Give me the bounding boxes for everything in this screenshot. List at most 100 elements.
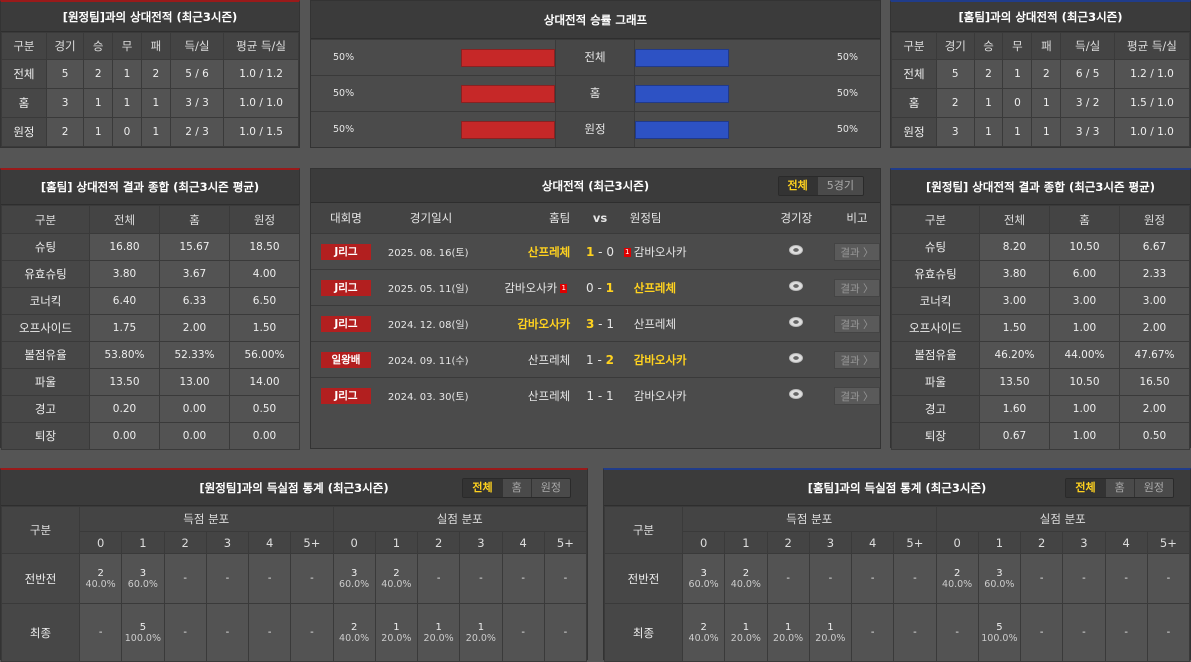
count: - [225, 627, 230, 638]
record-table: 구분 경기 승 무 패 득/실 평균 득/실 전체 5 2 1 2 5 / 6 1.0 / 1.2 홈 3 1 1… [1, 32, 299, 147]
result-button[interactable]: 결과 〉 [833, 314, 881, 333]
table-row: 퇴장 0.67 1.00 0.50 [891, 422, 1190, 450]
cell: 1.0 / 1.0 [223, 88, 299, 118]
home-team: 산프레체 [474, 388, 570, 404]
row-label: 코너킥 [1, 287, 90, 315]
row-label: 전체 [1, 59, 47, 89]
row-label: 볼점유율 [891, 341, 980, 369]
away-rate: 50% [836, 124, 858, 135]
count: 2 [393, 567, 400, 579]
cell: - [808, 553, 853, 604]
tab-all[interactable]: 전체 [1066, 479, 1105, 497]
percent: 60.0% [984, 578, 1015, 590]
away-team-name[interactable]: 감바오사카 [633, 352, 687, 367]
column-header: 홈 [159, 205, 230, 234]
cell: - [1062, 603, 1106, 662]
tab-all[interactable]: 전체 [778, 177, 817, 195]
goal-count-header: 1 [121, 531, 165, 554]
row-label: 퇴장 [1, 422, 90, 450]
column-header: 무 [112, 32, 142, 60]
cell: 1 [83, 117, 114, 147]
away-rate-bar [635, 121, 729, 139]
home-score: 1 [586, 352, 594, 367]
cell: 1.0 / 1.0 [1113, 117, 1191, 147]
cell: 3.00 [1119, 287, 1190, 315]
away-score: 1 [605, 388, 614, 403]
result-button[interactable]: 결과 〉 [833, 242, 881, 261]
count: 3 [996, 567, 1003, 579]
result-button[interactable]: 결과 〉 [833, 278, 881, 297]
tab-all[interactable]: 전체 [463, 479, 502, 497]
home-team-name[interactable]: 산프레체 [527, 388, 571, 403]
goal-count-header: 3 [1062, 531, 1106, 554]
red-card-icon: 1 [560, 283, 568, 293]
tab-last-5[interactable]: 5경기 [816, 177, 863, 195]
col-date: 경기일시 [409, 211, 453, 225]
percent: 100.0% [981, 632, 1018, 644]
stadium-icon[interactable] [789, 281, 804, 291]
column-header: 승 [973, 32, 1004, 60]
tab-home[interactable]: 홈 [1104, 479, 1134, 497]
count: - [913, 627, 917, 638]
cell: - [163, 603, 207, 662]
cell: 15.67 [159, 233, 230, 261]
table-row: 파울 13.50 13.00 14.00 [1, 368, 300, 396]
table-row: 볼점유율 53.80% 52.33% 56.00% [1, 341, 300, 369]
cell: - [543, 603, 588, 662]
away-team-name[interactable]: 산프레체 [633, 316, 677, 331]
home-team-name[interactable]: 산프레체 [527, 244, 571, 259]
tab-home[interactable]: 홈 [501, 479, 531, 497]
table-row: 전반전 2 40.0% 3 60.0% - - - -3 60.0% 2 40.0% - - - - [1, 553, 588, 604]
result-button[interactable]: 결과 〉 [833, 350, 881, 369]
cell: 1 [112, 88, 142, 118]
cell: - [543, 553, 588, 604]
table-row: 오프사이드 1.50 1.00 2.00 [891, 314, 1190, 342]
competition-badge: 일왕배 [321, 351, 371, 368]
count: 3 [350, 567, 358, 579]
percent: 20.0% [465, 632, 496, 644]
cell: 3 / 2 [1060, 88, 1115, 118]
result-button[interactable]: 결과 〉 [833, 386, 881, 405]
row-label: 홈 [1, 88, 47, 118]
cell: 1.75 [89, 314, 160, 342]
home-team: 감바오사카 1 [474, 280, 570, 296]
cell: - [416, 553, 461, 604]
column-header: 패 [1031, 32, 1062, 60]
column-header: 구분 [891, 205, 980, 234]
cell: 0 [112, 117, 142, 147]
cell: 3.00 [979, 287, 1050, 315]
away-team-name[interactable]: 감바오사카 [633, 388, 687, 403]
stadium-icon[interactable] [789, 317, 804, 327]
away-team-name[interactable]: 산프레체 [633, 280, 677, 295]
panel-title: [홈팀]과의 득실점 통계 (최근3시즌) 전체 홈 원정 [604, 470, 1190, 506]
cell: - [501, 603, 545, 662]
home-team-name[interactable]: 감바오사카 [517, 316, 571, 331]
red-card-icon: 1 [623, 247, 631, 257]
home-team-name[interactable]: 산프레체 [527, 352, 571, 367]
away-team-name[interactable]: 감바오사카 [633, 244, 687, 259]
cell: 16.80 [89, 233, 160, 261]
cell: - [1104, 553, 1148, 604]
score: 3 - 1 [570, 317, 630, 331]
row-label: 원정 [1, 117, 47, 147]
stadium-icon[interactable] [789, 353, 804, 363]
home-team-name[interactable]: 감바오사카 [504, 280, 558, 295]
tab-away[interactable]: 원정 [530, 479, 570, 497]
record-table: 구분 경기 승 무 패 득/실 평균 득/실 전체 5 2 1 2 6 / 5 1.2 / 1.0 홈 2 1 0… [890, 32, 1191, 147]
cell: 2 40.0% [374, 553, 419, 604]
header-row: 0 1 2 3 4 5+ 0 1 2 3 4 5+ [2, 531, 588, 554]
count: 2 [700, 621, 707, 633]
cell: 13.50 [979, 368, 1050, 396]
column-header: 구분 [604, 506, 683, 554]
home-record-panel: [홈팀]과의 상대전적 (최근3시즌) 구분 경기 승 무 패 득/실 평균 득/실 전체 5 2… [890, 0, 1191, 148]
cell: 5 [45, 59, 85, 89]
tab-away[interactable]: 원정 [1133, 479, 1173, 497]
cell: 3 [45, 88, 85, 118]
cell: - [205, 553, 250, 604]
row-label: 유효슈팅 [1, 260, 90, 288]
cell: 3 / 3 [1060, 117, 1115, 147]
count: 1 [477, 621, 485, 633]
goal-count-header: 2 [416, 531, 461, 554]
stadium-icon[interactable] [789, 389, 804, 399]
stadium-icon[interactable] [789, 245, 804, 255]
